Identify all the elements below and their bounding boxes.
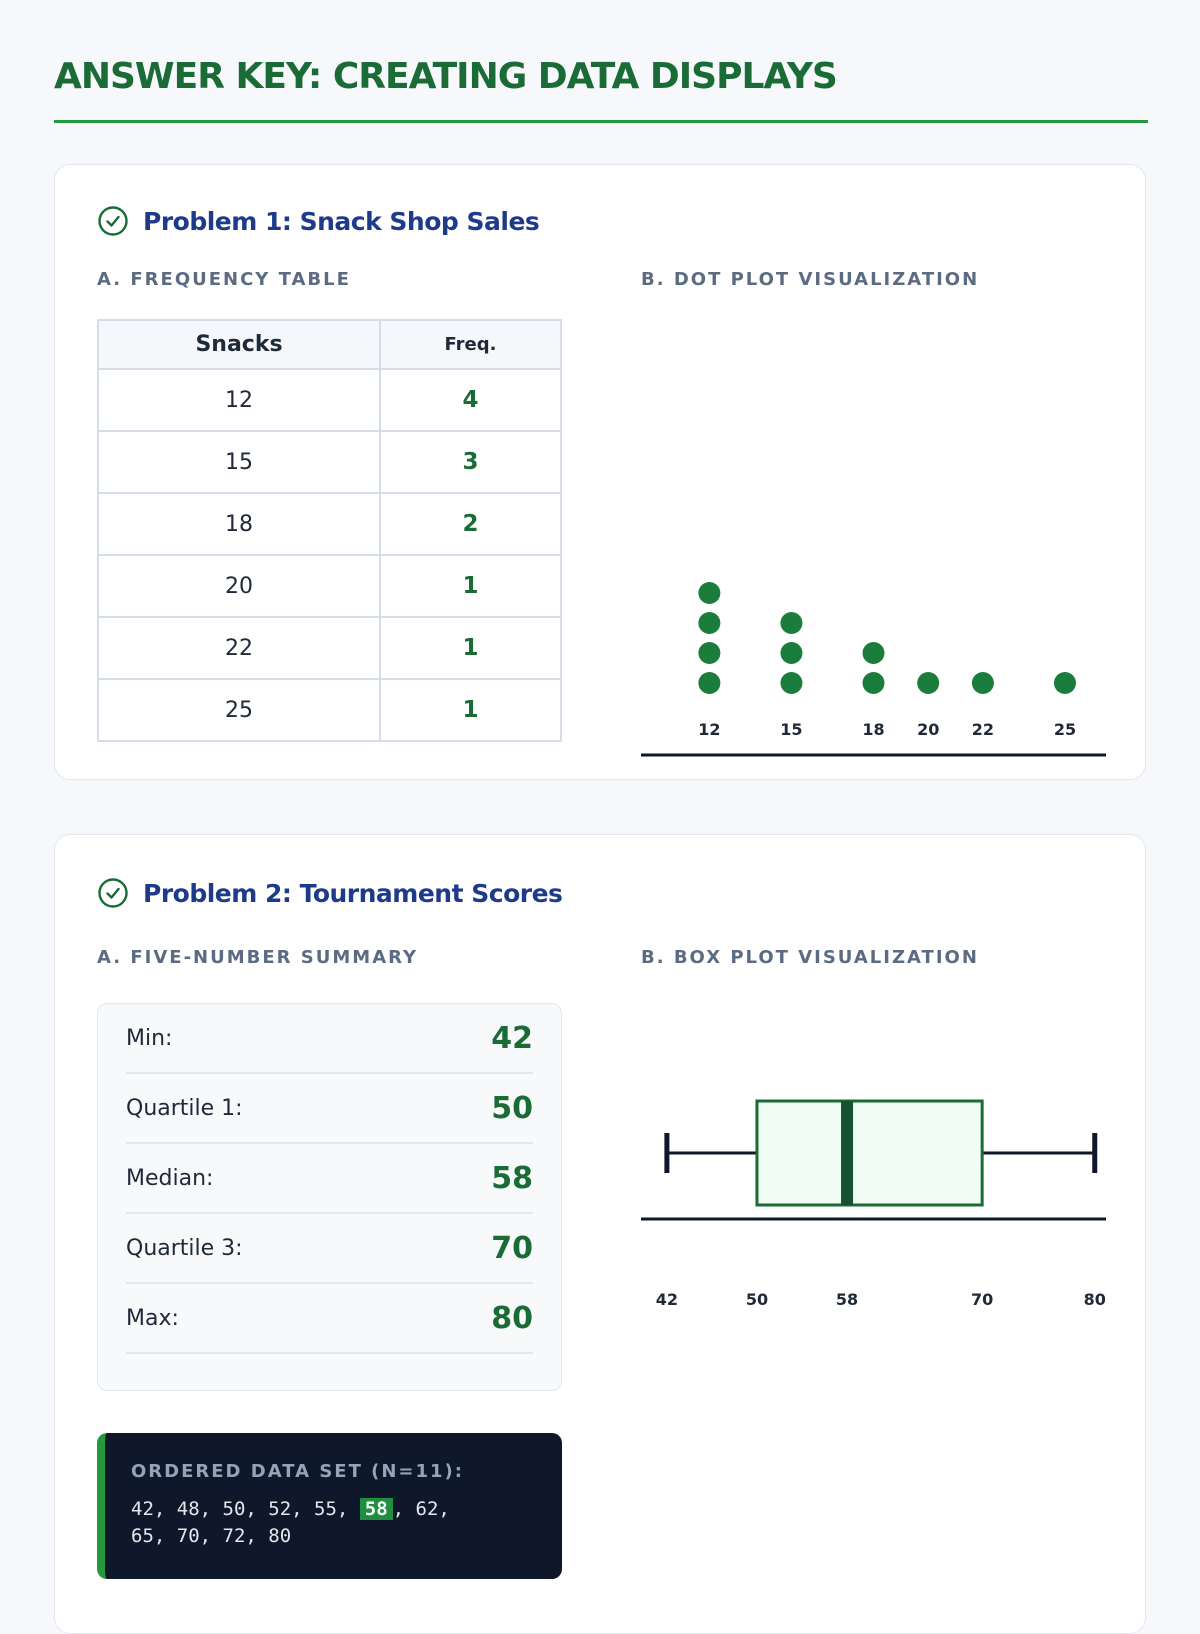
- dot-point: [1053, 672, 1076, 694]
- frequency-table: Snacks Freq. 12 4 15 3 18 2 20 1 22: [97, 319, 562, 742]
- tick-label: 15: [780, 720, 802, 739]
- tick-label: 20: [917, 720, 939, 739]
- dot-point: [780, 672, 803, 694]
- dot-point: [698, 672, 721, 694]
- problem-1-title: Problem 1: Snack Shop Sales: [143, 206, 540, 236]
- dot-point: [698, 612, 721, 634]
- summary-label: Min:: [126, 1025, 173, 1051]
- page-title: ANSWER KEY: CREATING DATA DISPLAYS: [54, 56, 838, 97]
- snacks-cell: 12: [97, 368, 381, 432]
- snacks-cell: 18: [97, 492, 381, 556]
- summary-row-min: Min: 42: [126, 1004, 533, 1074]
- problem-1-header: Problem 1: Snack Shop Sales: [97, 205, 540, 237]
- table-row: 25 1: [97, 678, 562, 742]
- summary-value: 42: [491, 1020, 533, 1056]
- dot-point: [862, 672, 885, 694]
- summary-value: 58: [491, 1160, 533, 1196]
- check-circle-icon: [98, 878, 128, 908]
- summary-row-q1: Quartile 1: 50: [126, 1074, 533, 1144]
- tick-label: 58: [836, 1290, 858, 1309]
- snacks-cell: 25: [97, 678, 381, 742]
- data-set-label: ORDERED DATA SET (N=11):: [131, 1461, 464, 1482]
- median-line: [841, 1101, 854, 1205]
- five-number-summary: Min: 42 Quartile 1: 50 Median: 58 Quarti…: [97, 1003, 562, 1391]
- summary-value: 70: [491, 1230, 533, 1266]
- dot-plot-label: B. DOT PLOT VISUALIZATION: [641, 269, 980, 290]
- median-highlight: 58: [359, 1498, 393, 1520]
- summary-label: Quartile 1:: [126, 1095, 243, 1121]
- dot-plot: 12 15 18 20 22 25: [641, 582, 1106, 757]
- summary-value: 80: [491, 1300, 533, 1336]
- dot-point: [698, 642, 721, 664]
- summary-row-max: Max: 80: [126, 1284, 533, 1354]
- tick-label: 22: [972, 720, 994, 739]
- freq-cell: 4: [379, 368, 562, 432]
- title-divider: [54, 120, 1148, 123]
- frequency-table-label: A. FREQUENCY TABLE: [97, 269, 351, 290]
- column-header-freq: Freq.: [379, 319, 562, 370]
- tick-label: 70: [971, 1290, 993, 1309]
- tick-label: 80: [1084, 1290, 1106, 1309]
- iqr-box: [755, 1099, 984, 1207]
- table-row: 15 3: [97, 430, 562, 494]
- freq-cell: 1: [379, 616, 562, 680]
- box-plot-label: B. BOX PLOT VISUALIZATION: [641, 947, 979, 968]
- data-values-line-2: 65, 70, 72, 80: [131, 1525, 292, 1547]
- tick-label: 12: [698, 720, 720, 739]
- problem-2-header: Problem 2: Tournament Scores: [97, 877, 563, 909]
- data-values-before: 42, 48, 50, 52, 55,: [131, 1498, 360, 1520]
- table-header-row: Snacks Freq.: [97, 319, 562, 370]
- tick-label: 42: [656, 1290, 678, 1309]
- tick-label: 25: [1054, 720, 1076, 739]
- ordered-data-set: ORDERED DATA SET (N=11): 42, 48, 50, 52,…: [97, 1433, 562, 1579]
- summary-label: Quartile 3:: [126, 1235, 243, 1261]
- summary-label: Max:: [126, 1305, 179, 1331]
- snacks-cell: 22: [97, 616, 381, 680]
- five-number-summary-label: A. FIVE-NUMBER SUMMARY: [97, 947, 419, 968]
- summary-label: Median:: [126, 1165, 214, 1191]
- tick-label: 50: [746, 1290, 768, 1309]
- data-set-values: 42, 48, 50, 52, 55, 58, 62, 65, 70, 72, …: [131, 1496, 536, 1550]
- snacks-cell: 15: [97, 430, 381, 494]
- dot-point: [917, 672, 940, 694]
- box-plot: 42 50 58 70 80: [641, 1099, 1106, 1309]
- problem-2-card: Problem 2: Tournament Scores A. FIVE-NUM…: [54, 834, 1146, 1634]
- table-row: 22 1: [97, 616, 562, 680]
- dot-point: [862, 642, 885, 664]
- freq-cell: 2: [379, 492, 562, 556]
- column-header-snacks: Snacks: [97, 319, 381, 370]
- data-values-after: , 62,: [392, 1498, 450, 1520]
- dot-point: [698, 582, 721, 604]
- problem-2-title: Problem 2: Tournament Scores: [143, 878, 563, 908]
- check-circle-icon: [98, 206, 128, 236]
- dot-point: [780, 612, 803, 634]
- summary-row-q3: Quartile 3: 70: [126, 1214, 533, 1284]
- table-row: 12 4: [97, 368, 562, 432]
- freq-cell: 1: [379, 678, 562, 742]
- summary-value: 50: [491, 1090, 533, 1126]
- dot-point: [780, 642, 803, 664]
- freq-cell: 3: [379, 430, 562, 494]
- freq-cell: 1: [379, 554, 562, 618]
- table-row: 20 1: [97, 554, 562, 618]
- tick-label: 18: [862, 720, 884, 739]
- dot-point: [971, 672, 994, 694]
- summary-row-median: Median: 58: [126, 1144, 533, 1214]
- table-row: 18 2: [97, 492, 562, 556]
- problem-1-card: Problem 1: Snack Shop Sales A. FREQUENCY…: [54, 164, 1146, 780]
- snacks-cell: 20: [97, 554, 381, 618]
